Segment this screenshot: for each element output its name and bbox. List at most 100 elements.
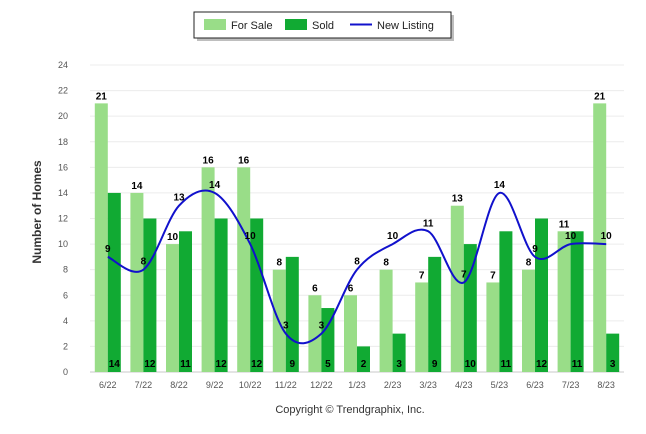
sold-label: 12	[144, 359, 156, 370]
for-sale-label: 8	[277, 258, 283, 269]
sold-label: 11	[501, 359, 512, 370]
sold-label: 12	[216, 359, 228, 370]
y-tick-label: 22	[58, 86, 68, 96]
sold-label: 5	[325, 359, 331, 370]
x-tick-label: 4/23	[455, 380, 473, 390]
legend-swatch-sold	[285, 19, 307, 30]
sold-label: 11	[180, 359, 191, 370]
y-tick-label: 8	[63, 265, 68, 275]
y-axis-title: Number of Homes	[30, 160, 44, 264]
for-sale-label: 21	[594, 91, 606, 102]
copyright-footer: Copyright © Trendgraphix, Inc.	[275, 404, 424, 416]
bar-sold	[250, 218, 264, 372]
sold-label: 12	[251, 359, 263, 370]
bar-for-sale	[522, 269, 535, 372]
new-listing-label: 10	[245, 231, 257, 242]
x-tick-label: 8/22	[170, 380, 188, 390]
bar-for-sale	[166, 244, 179, 372]
x-tick-label: 7/22	[135, 380, 153, 390]
legend-box	[193, 11, 452, 39]
legend: For Sale Sold New Listing	[193, 11, 454, 41]
y-tick-label: 12	[58, 214, 68, 224]
bar-sold	[285, 256, 299, 372]
x-tick-label: 5/23	[491, 380, 509, 390]
data-labels: 2114141210111612161289656283791310711812…	[96, 91, 616, 370]
bar-for-sale	[557, 231, 571, 372]
bar-sold	[107, 192, 121, 372]
new-listing-label: 13	[173, 193, 185, 204]
bar-for-sale	[415, 282, 429, 372]
y-tick-label: 6	[63, 290, 68, 300]
for-sale-label: 16	[203, 155, 215, 166]
bar-sold	[499, 231, 513, 372]
new-listing-label: 8	[141, 257, 147, 268]
x-tick-label: 1/23	[348, 380, 366, 390]
bar-for-sale	[130, 192, 144, 372]
y-tick-label: 20	[58, 111, 68, 121]
new-listing-line	[107, 189, 607, 345]
legend-label-sold: Sold	[312, 20, 334, 32]
for-sale-label: 10	[167, 232, 179, 243]
new-listing-label: 3	[283, 321, 289, 332]
new-listing-label: 10	[565, 231, 577, 242]
y-tick-label: 10	[58, 239, 68, 249]
x-tick-label: 6/22	[99, 380, 117, 390]
new-listing-label: 9	[105, 244, 111, 255]
sold-label: 10	[465, 359, 477, 370]
for-sale-label: 16	[238, 155, 250, 166]
legend-swatch-for-sale	[204, 19, 226, 30]
for-sale-label: 8	[383, 258, 389, 269]
bar-sold	[214, 218, 228, 372]
bar-sold	[463, 244, 477, 372]
x-tick-label: 11/22	[275, 380, 297, 390]
sold-label: 2	[361, 359, 367, 370]
new-listing-label: 9	[532, 244, 538, 255]
sold-label: 11	[572, 359, 583, 370]
x-tick-label: 9/22	[206, 380, 224, 390]
new-listing-label: 10	[601, 231, 613, 242]
bar-for-sale	[379, 269, 393, 372]
x-tick-label: 3/23	[419, 380, 437, 390]
bar-sold	[392, 333, 406, 372]
bar-sold	[357, 346, 370, 372]
sold-label: 9	[432, 359, 438, 370]
bar-sold	[428, 256, 442, 372]
new-listing-label: 8	[354, 257, 360, 268]
for-sale-label: 21	[96, 91, 108, 102]
bar-sold	[535, 218, 548, 372]
for-sale-label: 6	[348, 283, 354, 294]
bar-sold	[606, 333, 620, 372]
bar-for-sale	[308, 295, 322, 372]
sold-label: 9	[290, 359, 296, 370]
y-tick-label: 4	[63, 316, 68, 326]
bar-for-sale	[486, 282, 500, 372]
y-tick-label: 0	[63, 367, 68, 377]
sold-label: 12	[536, 359, 548, 370]
y-tick-label: 14	[58, 188, 68, 198]
bar-for-sale	[450, 205, 464, 372]
for-sale-label: 6	[312, 283, 318, 294]
for-sale-label: 11	[559, 219, 570, 230]
sold-label: 3	[610, 359, 616, 370]
x-tick-label: 2/23	[384, 380, 402, 390]
bar-sold	[321, 308, 335, 372]
x-tick-label: 6/23	[526, 380, 544, 390]
new-listing-label: 7	[461, 269, 467, 280]
for-sale-label: 7	[419, 270, 425, 281]
y-tick-label: 18	[58, 137, 68, 147]
y-tick-label: 2	[63, 341, 68, 351]
for-sale-label: 14	[131, 181, 143, 192]
new-listing-label: 11	[423, 218, 434, 229]
sold-label: 3	[396, 359, 402, 370]
new-listing-label: 3	[319, 321, 325, 332]
x-axis-ticks: 6/22 7/22 8/22 9/22 10/22 11/22 12/22 1/23 2/23 3…	[99, 380, 615, 390]
bar-for-sale	[344, 295, 357, 372]
x-tick-label: 10/22	[239, 380, 262, 390]
y-tick-label: 16	[58, 162, 68, 172]
legend-label-for-sale: For Sale	[231, 20, 273, 32]
for-sale-label: 7	[490, 270, 496, 281]
new-listing-label: 14	[209, 180, 221, 191]
x-tick-label: 8/23	[597, 380, 615, 390]
